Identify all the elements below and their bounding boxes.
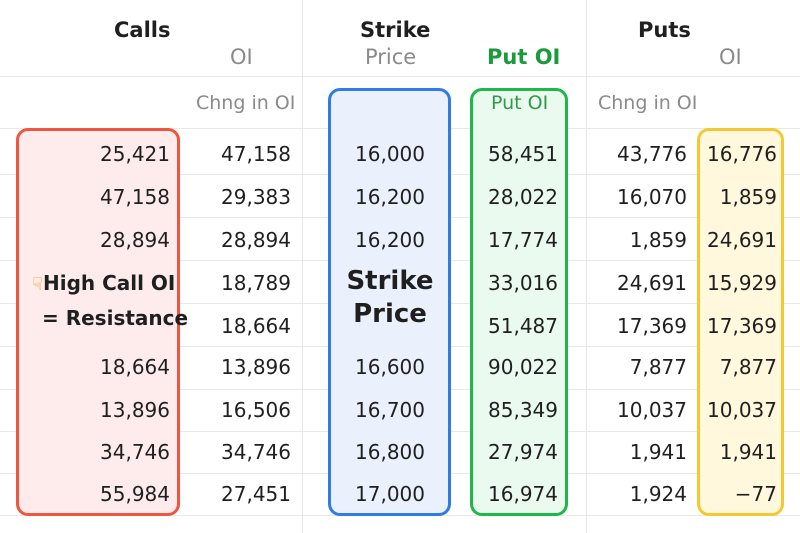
call-oi-cell: 47,158 — [100, 185, 170, 209]
puts-oi-cell: 1,859 — [719, 185, 777, 209]
calls-oi-header: OI — [230, 45, 253, 69]
put-chng-oi-cell: 1,941 — [629, 440, 687, 464]
puts-oi-cell: 16,776 — [707, 142, 777, 166]
resistance-annotation: = Resistance — [42, 306, 189, 330]
puts-oi-cell: 7,877 — [719, 355, 777, 379]
put-chng-oi-cell: 7,877 — [629, 355, 687, 379]
call-oi-cell: 55,984 — [100, 482, 170, 506]
put-oi-cell: 28,022 — [488, 185, 558, 209]
strike-price-cell: 16,200 — [355, 185, 425, 209]
puts-oi-cell: 1,941 — [719, 440, 777, 464]
puts-oi-cell: 10,037 — [707, 398, 777, 422]
column-divider — [302, 0, 303, 533]
call-oi-cell: 28,894 — [100, 228, 170, 252]
puts-oi-cell: 24,691 — [707, 228, 777, 252]
high-call-oi-highlight — [16, 128, 180, 516]
calls-header: Calls — [114, 18, 171, 42]
puts-header: Puts — [638, 18, 691, 42]
call-chng-oi-cell: 29,383 — [221, 185, 291, 209]
strike-price-cell: 17,000 — [355, 482, 425, 506]
put-oi-cell: 27,974 — [488, 440, 558, 464]
put-oi-cell: 51,487 — [488, 314, 558, 338]
call-oi-cell: 34,746 — [100, 440, 170, 464]
strike-price-annotation: Strike Price — [346, 266, 434, 329]
call-chng-oi-cell: 13,896 — [221, 355, 291, 379]
call-chng-oi-cell: 27,451 — [221, 482, 291, 506]
puts-oi-cell: 17,369 — [707, 314, 777, 338]
call-chng-oi-cell: 28,894 — [221, 228, 291, 252]
put-chng-oi-cell: 43,776 — [617, 142, 687, 166]
put-chng-oi-cell: 24,691 — [617, 271, 687, 295]
put-chng-oi-cell: 17,369 — [617, 314, 687, 338]
call-chng-oi-cell: 47,158 — [221, 142, 291, 166]
puts-oi-cell: 15,929 — [707, 271, 777, 295]
pointing-down-hand-icon: ☟ — [32, 274, 43, 295]
puts-chng-in-oi-header: Chng in OI — [598, 92, 698, 114]
call-oi-cell: 25,421 — [100, 142, 170, 166]
put-oi-cell: 17,774 — [488, 228, 558, 252]
strike-header: Strike — [360, 18, 431, 42]
put-chng-oi-cell: 1,924 — [629, 482, 687, 506]
call-chng-oi-cell: 16,506 — [221, 398, 291, 422]
put-oi-cell: 90,022 — [488, 355, 558, 379]
call-oi-cell: 13,896 — [100, 398, 170, 422]
strike-price-cell: 16,800 — [355, 440, 425, 464]
strike-price-header: Price — [365, 45, 417, 69]
strike-price-cell: 16,200 — [355, 228, 425, 252]
put-oi-cell: 85,349 — [488, 398, 558, 422]
call-chng-oi-cell: 34,746 — [221, 440, 291, 464]
puts-oi-cell: −77 — [734, 482, 777, 506]
put-chng-oi-cell: 10,037 — [617, 398, 687, 422]
put-oi-cell: 58,451 — [488, 142, 558, 166]
put-oi-header: Put OI — [487, 45, 561, 69]
put-oi-subheader: Put OI — [491, 92, 549, 114]
strike-price-cell: 16,000 — [355, 142, 425, 166]
put-oi-highlight — [470, 88, 568, 516]
call-chng-oi-cell: 18,789 — [221, 271, 291, 295]
call-oi-cell: 18,664 — [100, 355, 170, 379]
high-call-oi-annotation: ☟High Call OI — [32, 271, 176, 295]
calls-chng-in-oi-header: Chng in OI — [196, 92, 296, 114]
column-divider — [586, 0, 587, 533]
strike-price-highlight — [328, 88, 451, 516]
row-divider — [0, 76, 800, 77]
strike-price-cell: 16,700 — [355, 398, 425, 422]
put-oi-cell: 16,974 — [488, 482, 558, 506]
put-chng-oi-cell: 1,859 — [629, 228, 687, 252]
call-chng-oi-cell: 18,664 — [221, 314, 291, 338]
put-chng-oi-cell: 16,070 — [617, 185, 687, 209]
put-oi-cell: 33,016 — [488, 271, 558, 295]
puts-oi-header: OI — [719, 45, 742, 69]
puts-oi-highlight — [697, 128, 784, 516]
strike-price-cell: 16,600 — [355, 355, 425, 379]
